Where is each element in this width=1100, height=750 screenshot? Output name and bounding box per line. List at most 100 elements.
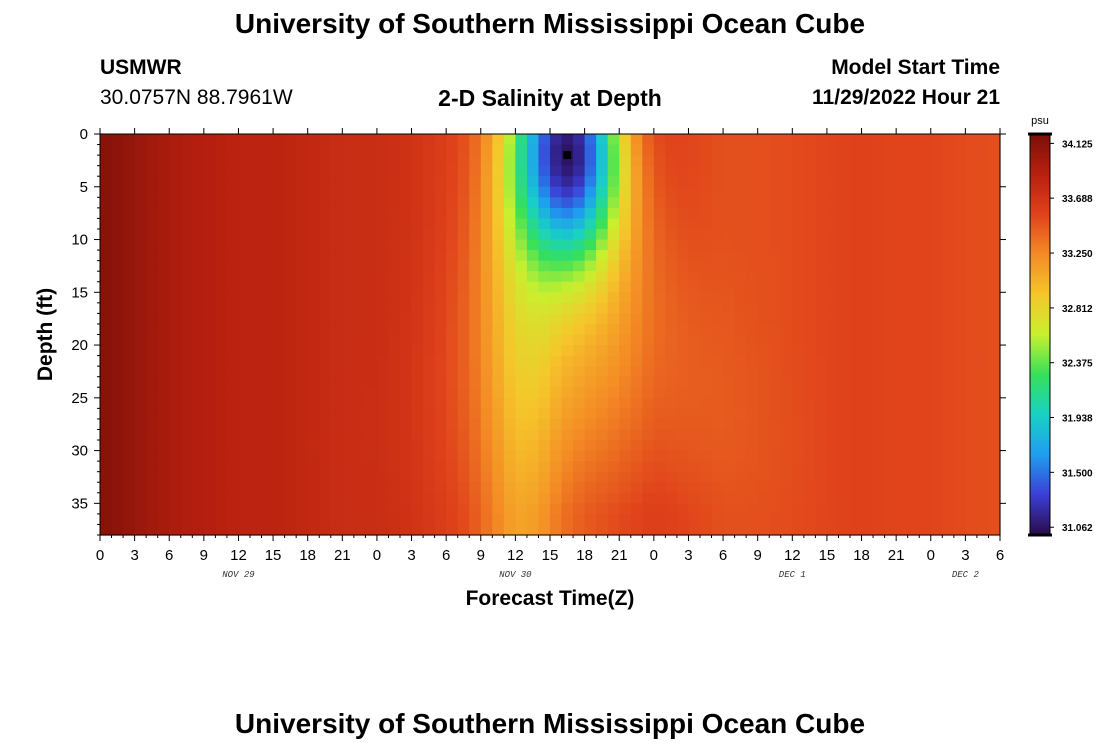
heatmap-cell bbox=[353, 450, 366, 462]
heatmap-cell bbox=[561, 482, 574, 494]
heatmap-cell bbox=[792, 218, 805, 230]
heatmap-cell bbox=[746, 271, 759, 283]
heatmap-cell bbox=[365, 134, 378, 146]
heatmap-cell bbox=[457, 218, 470, 230]
heatmap-cell bbox=[861, 176, 874, 188]
heatmap-cell bbox=[446, 408, 459, 420]
heatmap-cell bbox=[988, 239, 1001, 251]
heatmap-cell bbox=[111, 165, 124, 177]
heatmap-cell bbox=[607, 471, 620, 483]
y-tick-label: 20 bbox=[71, 337, 88, 354]
heatmap-cell bbox=[411, 323, 424, 336]
heatmap-cell bbox=[203, 440, 216, 452]
heatmap-cell bbox=[642, 228, 655, 241]
heatmap-cell bbox=[976, 281, 990, 293]
heatmap-cell bbox=[250, 176, 263, 188]
heatmap-cell bbox=[630, 429, 643, 441]
heatmap-cell bbox=[157, 366, 170, 378]
heatmap-cell bbox=[469, 366, 482, 378]
heatmap-cell bbox=[861, 440, 874, 452]
heatmap-cell bbox=[250, 271, 263, 283]
heatmap-cell bbox=[319, 397, 332, 409]
heatmap-cell bbox=[111, 228, 124, 241]
heatmap-cell bbox=[307, 355, 320, 367]
heatmap-cell bbox=[711, 461, 724, 473]
heatmap-cell bbox=[769, 482, 782, 494]
heatmap-cell bbox=[688, 461, 701, 473]
heatmap-cell bbox=[492, 418, 505, 431]
heatmap-cell bbox=[307, 397, 320, 409]
heatmap-cell bbox=[873, 450, 886, 462]
heatmap-cell bbox=[953, 387, 966, 399]
heatmap-cell bbox=[584, 513, 597, 526]
heatmap-cell bbox=[503, 440, 516, 452]
heatmap-cell bbox=[861, 228, 874, 241]
heatmap-cell bbox=[803, 207, 816, 220]
heatmap-cell bbox=[792, 450, 805, 462]
heatmap-cell bbox=[238, 418, 251, 431]
heatmap-cell bbox=[180, 450, 193, 462]
heatmap-cell bbox=[573, 450, 586, 462]
heatmap-cell bbox=[515, 524, 528, 536]
heatmap-cell bbox=[342, 155, 355, 167]
heatmap-cell bbox=[434, 482, 447, 494]
heatmap-cell bbox=[734, 492, 747, 504]
heatmap-cell bbox=[873, 197, 886, 209]
heatmap-cell bbox=[734, 134, 747, 146]
heatmap-cell bbox=[711, 450, 724, 462]
y-tick-label: 35 bbox=[71, 495, 88, 512]
heatmap-cell bbox=[850, 408, 863, 420]
heatmap-cell bbox=[261, 323, 274, 336]
heatmap-cell bbox=[503, 408, 516, 420]
heatmap-cell bbox=[226, 239, 240, 251]
heatmap-cell bbox=[584, 461, 597, 473]
heatmap-cell bbox=[826, 176, 840, 188]
heatmap-cell bbox=[400, 260, 413, 272]
heatmap-cell bbox=[411, 366, 424, 378]
heatmap-cell bbox=[988, 450, 1001, 462]
heatmap-cell bbox=[826, 387, 840, 399]
heatmap-cell bbox=[965, 228, 978, 241]
heatmap-cell bbox=[400, 271, 413, 283]
x-axis-title: Forecast Time(Z) bbox=[466, 587, 635, 610]
heatmap-cell bbox=[988, 345, 1001, 357]
heatmap-cell bbox=[330, 271, 343, 283]
heatmap-cell bbox=[134, 155, 147, 167]
heatmap-cell bbox=[780, 461, 793, 473]
heatmap-cell bbox=[457, 228, 470, 241]
heatmap-cell bbox=[723, 450, 736, 462]
heatmap-cell bbox=[907, 418, 920, 431]
heatmap-cell bbox=[226, 334, 240, 346]
heatmap-cell bbox=[596, 197, 609, 209]
heatmap-cell bbox=[134, 513, 147, 526]
heatmap-cell bbox=[192, 387, 205, 399]
heatmap-cell bbox=[480, 186, 493, 198]
heatmap-cell bbox=[423, 165, 436, 177]
heatmap-cell bbox=[700, 197, 713, 209]
heatmap-cell bbox=[226, 228, 240, 241]
heatmap-cell bbox=[457, 376, 470, 388]
heatmap-cell bbox=[226, 281, 240, 293]
heatmap-cell bbox=[653, 134, 666, 146]
heatmap-cell bbox=[561, 345, 574, 357]
heatmap-cell bbox=[296, 482, 309, 494]
heatmap-cell bbox=[215, 524, 228, 536]
heatmap-cell bbox=[619, 186, 632, 198]
heatmap-cell bbox=[861, 207, 874, 220]
heatmap-cell bbox=[803, 292, 816, 304]
heatmap-cell bbox=[838, 271, 851, 283]
heatmap-cell bbox=[123, 461, 136, 473]
heatmap-cell bbox=[250, 355, 263, 367]
heatmap-cell bbox=[238, 292, 251, 304]
heatmap-cell bbox=[861, 471, 874, 483]
heatmap-cell bbox=[411, 197, 424, 209]
heatmap-cell bbox=[250, 186, 263, 198]
heatmap-cell bbox=[757, 197, 770, 209]
heatmap-cell bbox=[780, 186, 793, 198]
heatmap-cell bbox=[826, 366, 840, 378]
heatmap-cell bbox=[469, 323, 482, 336]
heatmap-cell bbox=[180, 176, 193, 188]
heatmap-cell bbox=[896, 355, 909, 367]
heatmap-cell bbox=[330, 323, 343, 336]
heatmap-cell bbox=[734, 440, 747, 452]
